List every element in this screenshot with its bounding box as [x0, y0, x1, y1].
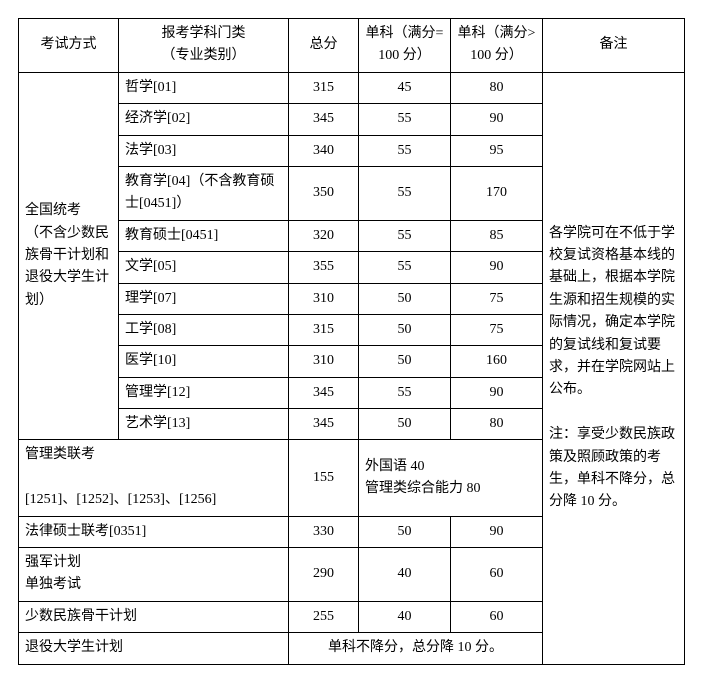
cell-s100: 55	[359, 104, 451, 135]
cell-total: 320	[289, 220, 359, 251]
cell-minority-label: 少数民族骨干计划	[19, 601, 289, 632]
cell-retired-note: 单科不降分，总分降 10 分。	[289, 633, 543, 664]
cell-sgt100: 90	[451, 104, 543, 135]
cell-sgt100: 160	[451, 346, 543, 377]
cell-s100: 45	[359, 72, 451, 103]
cell-s100: 50	[359, 314, 451, 345]
cell-sgt100: 170	[451, 166, 543, 220]
cell-s100: 55	[359, 166, 451, 220]
cell-s100: 55	[359, 135, 451, 166]
th-category: 报考学科门类（专业类别）	[119, 19, 289, 73]
cell-total: 330	[289, 516, 359, 547]
strongarmy-line1: 强军计划	[25, 552, 282, 574]
cell-s100: 55	[359, 377, 451, 408]
th-remark: 备注	[543, 19, 685, 73]
table-header-row: 考试方式 报考学科门类（专业类别） 总分 单科（满分=100 分） 单科（满分>…	[19, 19, 685, 73]
cell-total: 345	[289, 409, 359, 440]
cell-sgt100: 90	[451, 252, 543, 283]
cell-s100: 50	[359, 346, 451, 377]
cell-total: 340	[289, 135, 359, 166]
cell-s100: 55	[359, 220, 451, 251]
cell-s100: 50	[359, 516, 451, 547]
cell-category: 教育硕士[0451]	[119, 220, 289, 251]
remark-cell: 各学院可在不低于学校复试资格基本线的基础上，根据本学院生源和招生规模的实际情况，…	[543, 72, 685, 664]
cell-s100: 55	[359, 252, 451, 283]
mgmt-line2: [1251]、[1252]、[1253]、[1256]	[25, 489, 282, 511]
cell-strongarmy-label: 强军计划 单独考试	[19, 548, 289, 602]
table-row: 全国统考（不含少数民族骨干计划和退役大学生计划） 哲学[01] 315 45 8…	[19, 72, 685, 103]
cell-s100: 50	[359, 409, 451, 440]
cell-total: 345	[289, 104, 359, 135]
mgmt-detail-2: 管理类综合能力 80	[365, 478, 536, 500]
th-exam-method: 考试方式	[19, 19, 119, 73]
cell-total: 350	[289, 166, 359, 220]
exam-method-group: 全国统考（不含少数民族骨干计划和退役大学生计划）	[19, 72, 119, 440]
cell-category: 医学[10]	[119, 346, 289, 377]
score-table: 考试方式 报考学科门类（专业类别） 总分 单科（满分=100 分） 单科（满分>…	[18, 18, 685, 665]
cell-sgt100: 90	[451, 516, 543, 547]
cell-s100: 50	[359, 283, 451, 314]
cell-category: 经济学[02]	[119, 104, 289, 135]
cell-total: 290	[289, 548, 359, 602]
cell-total: 310	[289, 283, 359, 314]
cell-sgt100: 85	[451, 220, 543, 251]
cell-total: 155	[289, 440, 359, 516]
cell-sgt100: 80	[451, 72, 543, 103]
cell-total: 255	[289, 601, 359, 632]
cell-total: 355	[289, 252, 359, 283]
cell-sgt100: 95	[451, 135, 543, 166]
cell-sgt100: 80	[451, 409, 543, 440]
cell-category: 工学[08]	[119, 314, 289, 345]
th-single-gt100: 单科（满分>100 分）	[451, 19, 543, 73]
cell-retired-label: 退役大学生计划	[19, 633, 289, 664]
cell-total: 315	[289, 314, 359, 345]
cell-s100: 40	[359, 601, 451, 632]
cell-total: 310	[289, 346, 359, 377]
cell-sgt100: 60	[451, 548, 543, 602]
cell-category: 文学[05]	[119, 252, 289, 283]
cell-sgt100: 75	[451, 283, 543, 314]
cell-category: 哲学[01]	[119, 72, 289, 103]
strongarmy-line2: 单独考试	[25, 574, 282, 596]
mgmt-line1: 管理类联考	[25, 444, 282, 466]
cell-category: 教育学[04]（不含教育硕士[0451]）	[119, 166, 289, 220]
cell-category: 艺术学[13]	[119, 409, 289, 440]
mgmt-detail-1: 外国语 40	[365, 456, 536, 478]
cell-category: 管理学[12]	[119, 377, 289, 408]
th-single100: 单科（满分=100 分）	[359, 19, 451, 73]
th-total: 总分	[289, 19, 359, 73]
cell-sgt100: 60	[451, 601, 543, 632]
cell-sgt100: 90	[451, 377, 543, 408]
cell-sgt100: 75	[451, 314, 543, 345]
cell-mgmt-label: 管理类联考 [1251]、[1252]、[1253]、[1256]	[19, 440, 289, 516]
cell-category: 理学[07]	[119, 283, 289, 314]
cell-s100: 40	[359, 548, 451, 602]
cell-total: 315	[289, 72, 359, 103]
cell-total: 345	[289, 377, 359, 408]
cell-category: 法学[03]	[119, 135, 289, 166]
cell-mgmt-detail: 外国语 40 管理类综合能力 80	[359, 440, 543, 516]
cell-law-label: 法律硕士联考[0351]	[19, 516, 289, 547]
